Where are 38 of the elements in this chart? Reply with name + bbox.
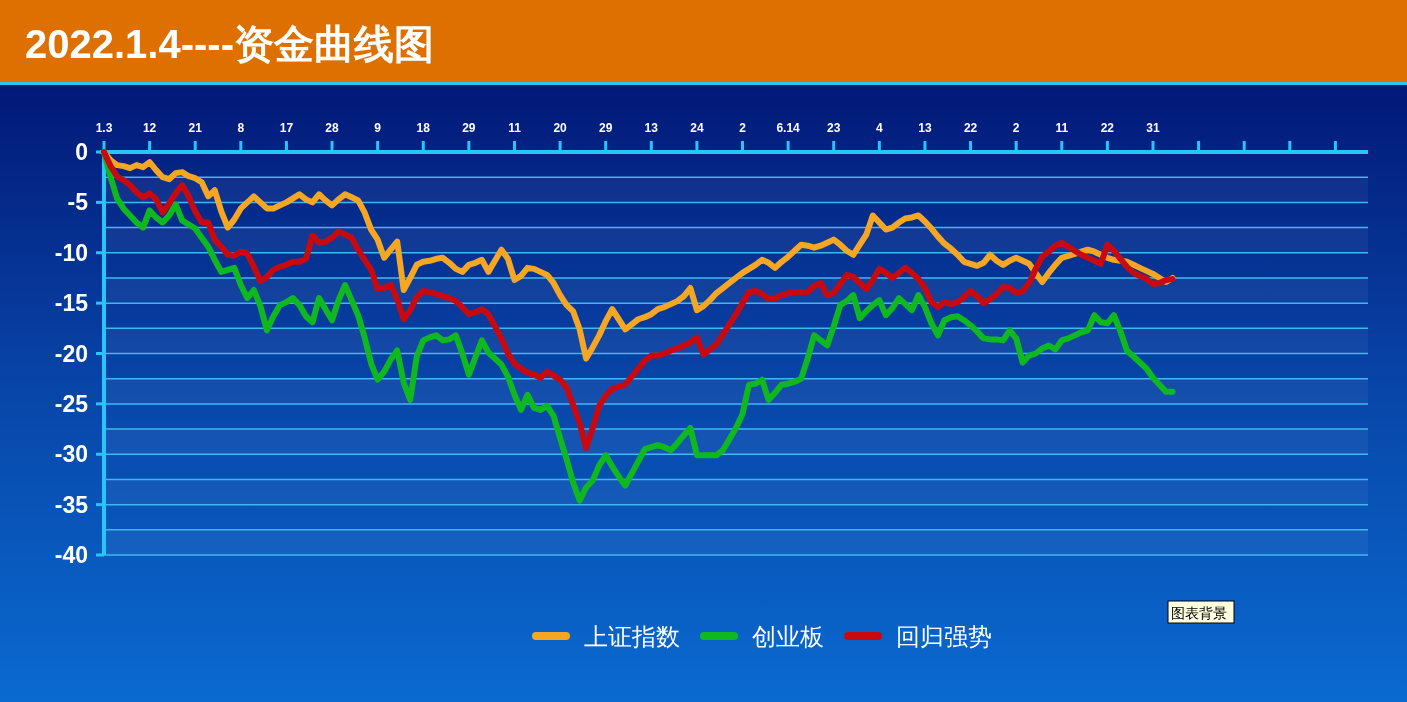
x-tick-label: 2 [1012,121,1020,135]
x-tick-label: 24 [690,121,704,135]
x-tick-label: 1.3 [95,121,113,135]
x-tick-label: 9 [374,121,382,135]
legend-label: 创业板 [752,623,824,650]
x-tick-label: 11 [1055,121,1069,135]
y-tick-label: -25 [54,390,89,417]
legend-label: 回归强势 [896,623,992,650]
x-tick-label: 2 [739,121,747,135]
chart-title: 2022.1.4----资金曲线图 [25,22,434,66]
x-tick-label: 29 [599,121,613,135]
y-tick-label: 0 [75,139,88,165]
y-tick-label: -5 [67,189,89,216]
x-tick-label: 29 [462,121,476,135]
x-tick-label: 13 [918,121,932,135]
x-tick-label: 11 [508,121,522,135]
x-tick-label: 31 [1146,121,1160,135]
x-tick-label: 17 [279,121,294,135]
x-tick-label: 21 [188,121,203,135]
text: 图表背景 [1171,605,1227,621]
x-tick-label: 28 [325,121,340,135]
x-tick-label: 13 [644,121,659,135]
y-tick-label: -10 [54,239,88,266]
x-tick-label: 23 [827,121,841,135]
x-tick-label: 12 [142,121,157,135]
x-tick-label: 20 [553,121,568,135]
y-tick-label: -35 [54,491,89,518]
x-tick-label: 8 [237,121,245,135]
y-tick-label: -20 [54,340,88,367]
y-tick-label: -40 [54,542,88,568]
x-tick-label: 22 [963,121,978,135]
x-tick-label: 4 [876,121,883,135]
legend-label: 上证指数 [584,623,680,650]
y-tick-label: -15 [54,290,89,317]
x-tick-label: 22 [1100,121,1115,135]
y-tick-label: -30 [54,441,88,468]
x-tick-label: 6.14 [776,121,801,135]
x-tick-label: 18 [416,121,431,135]
